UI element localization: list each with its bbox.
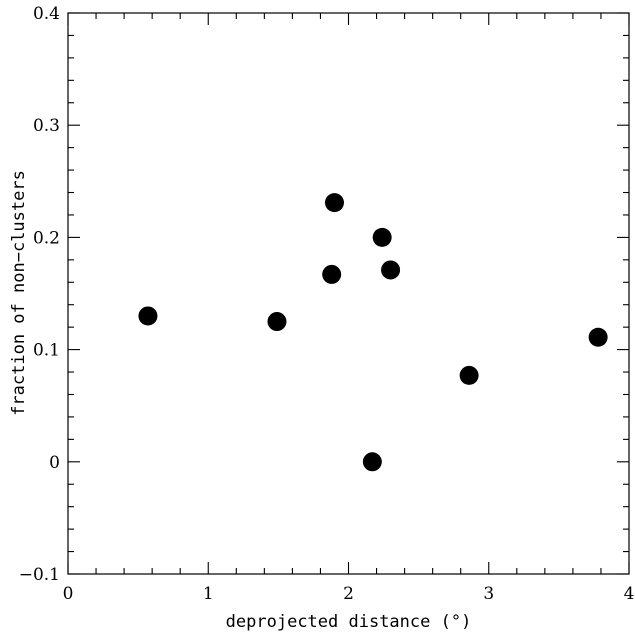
axis-ticks	[67, 12, 630, 575]
x-tick-label: 3	[483, 584, 494, 604]
x-axis-label: deprojected distance (°)	[226, 612, 472, 632]
y-tick-label: −0.1	[19, 565, 60, 585]
x-tick-label: 0	[63, 584, 74, 604]
plot-frame	[67, 12, 630, 575]
x-tick-label: 4	[624, 584, 635, 604]
axis-tick-labels: 0 1 2 3 4−0.100.10.20.30.4	[19, 4, 635, 604]
data-points	[138, 193, 608, 472]
data-point	[372, 227, 392, 247]
y-tick-label: 0.4	[33, 4, 60, 24]
y-tick-label: 0.1	[33, 341, 60, 361]
data-point	[381, 260, 401, 280]
data-point	[267, 312, 287, 332]
y-tick-label: 0.3	[33, 116, 60, 136]
data-point	[588, 327, 608, 347]
data-point	[362, 452, 382, 472]
data-point	[324, 193, 344, 213]
x-tick-label: 2	[343, 584, 354, 604]
y-tick-label: 0.2	[33, 228, 60, 248]
data-point	[138, 306, 158, 326]
data-point	[322, 264, 342, 284]
data-point	[459, 365, 479, 385]
y-tick-label: 0	[49, 453, 60, 473]
x-tick-label: 1	[203, 584, 214, 604]
y-axis-label: fraction of non−clusters	[9, 170, 29, 416]
